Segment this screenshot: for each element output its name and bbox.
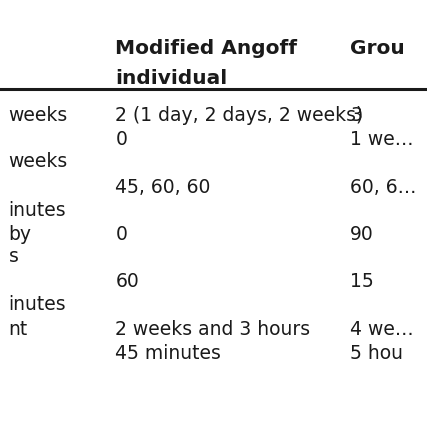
Text: 3: 3 xyxy=(350,106,362,125)
Text: 2 (1 day, 2 days, 2 weeks): 2 (1 day, 2 days, 2 weeks) xyxy=(115,106,364,125)
Text: individual: individual xyxy=(115,69,228,88)
Text: 2 weeks and 3 hours: 2 weeks and 3 hours xyxy=(115,320,310,339)
Text: 4 we…: 4 we… xyxy=(350,320,414,339)
Text: by: by xyxy=(9,225,32,244)
Text: 1 we…: 1 we… xyxy=(350,130,414,149)
Text: Grou: Grou xyxy=(350,39,405,58)
Text: weeks: weeks xyxy=(9,106,68,125)
Text: 60: 60 xyxy=(115,272,139,291)
Text: 15: 15 xyxy=(350,272,374,291)
Text: s: s xyxy=(9,247,19,266)
Text: Modified Angoff: Modified Angoff xyxy=(115,39,297,58)
Text: inutes: inutes xyxy=(9,201,66,220)
Text: 45 minutes: 45 minutes xyxy=(115,344,221,363)
Text: 0: 0 xyxy=(115,225,127,244)
Text: 60, 6…: 60, 6… xyxy=(350,178,417,197)
Text: 0: 0 xyxy=(115,130,127,149)
Text: inutes: inutes xyxy=(9,295,66,314)
Text: weeks: weeks xyxy=(9,152,68,171)
Text: 90: 90 xyxy=(350,225,374,244)
Text: nt: nt xyxy=(9,320,28,339)
Text: 45, 60, 60: 45, 60, 60 xyxy=(115,178,211,197)
Text: 5 hou: 5 hou xyxy=(350,344,403,363)
